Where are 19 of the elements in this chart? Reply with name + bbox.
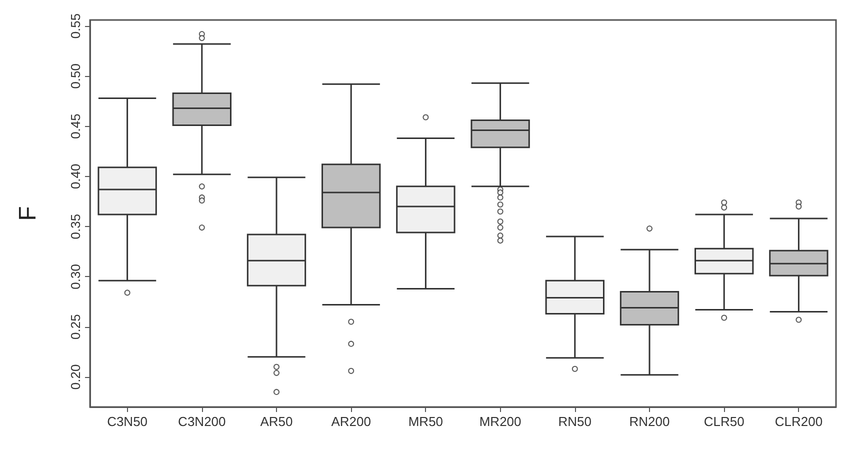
x-tick-label: AR50 <box>260 414 293 429</box>
y-tick-label: 0.25 <box>68 314 83 340</box>
y-tick-label: 0.40 <box>68 164 83 190</box>
x-tick-label: CLR50 <box>704 414 744 429</box>
x-tick-label: RN50 <box>558 414 592 429</box>
y-tick-label: 0.45 <box>68 114 83 139</box>
y-tick-label: 0.50 <box>68 63 83 89</box>
y-tick-label: 0.20 <box>68 364 83 390</box>
x-tick-label: MR200 <box>479 414 522 429</box>
y-tick-label: 0.35 <box>68 214 83 240</box>
x-tick-label: MR50 <box>408 414 444 429</box>
y-axis-title: F <box>14 206 42 221</box>
x-tick-label: AR200 <box>331 414 371 429</box>
y-tick-label: 0.55 <box>68 13 83 39</box>
x-tick-label: RN200 <box>629 414 670 429</box>
y-tick-label: 0.30 <box>68 264 83 290</box>
x-tick-label: CLR200 <box>774 414 823 429</box>
x-tick-label: C3N200 <box>178 414 226 429</box>
x-tick-label: C3N50 <box>107 414 148 429</box>
